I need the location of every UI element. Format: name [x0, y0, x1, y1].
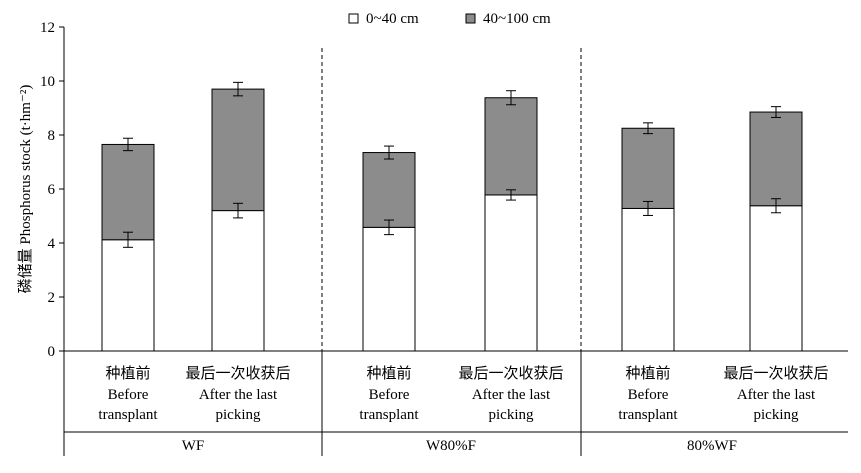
- bar-shallow-1: [211, 210, 265, 352]
- legend-label-1: 40~100 cm: [483, 11, 551, 27]
- bars: [101, 88, 803, 352]
- bar-shallow-5: [749, 205, 803, 352]
- y-tick-label-2: 2: [48, 290, 56, 306]
- bar-deep-0: [101, 143, 155, 241]
- category-label-zh-3: 最后一次收获后: [458, 365, 563, 382]
- category-label-en-3-0: After the last: [472, 387, 551, 403]
- category-label-zh-5: 最后一次收获后: [723, 365, 828, 382]
- y-tick-label-4: 4: [48, 236, 56, 252]
- y-tick-label-0: 0: [48, 344, 56, 360]
- group-dividers: [321, 48, 582, 456]
- group-labels: WF W80%F 80%WF: [182, 438, 737, 454]
- bar-deep-4: [621, 127, 675, 209]
- category-label-en-0-0: Before: [108, 387, 149, 403]
- category-label-zh-4: 种植前: [625, 365, 670, 382]
- category-label-en-5-1: picking: [754, 407, 799, 423]
- bar-deep-2: [362, 152, 416, 228]
- y-axis-label: 磷储量 Phosphorus stock (t·hm⁻²): [17, 85, 34, 294]
- legend-swatch-1: [465, 13, 476, 24]
- category-label-en-4-1: transplant: [618, 407, 678, 423]
- category-label-en-5-0: After the last: [737, 387, 816, 403]
- category-label-en-1-1: picking: [216, 407, 261, 423]
- bar-deep-5: [749, 111, 803, 207]
- category-label-zh-2: 种植前: [366, 365, 411, 382]
- category-label-zh-0: 种植前: [105, 365, 150, 382]
- category-label-en-4-0: Before: [628, 387, 669, 403]
- y-tick-label-10: 10: [40, 74, 55, 90]
- y-tick-label-12: 12: [40, 20, 55, 36]
- legend-label-0: 0~40 cm: [366, 11, 419, 27]
- bar-deep-3: [484, 97, 538, 196]
- group-label-0: WF: [182, 438, 205, 454]
- group-label-2: 80%WF: [687, 438, 737, 454]
- bar-shallow-2: [362, 226, 416, 352]
- legend-swatch-0: [348, 13, 359, 24]
- category-labels: 种植前 Before transplant 最后一次收获后 After the last…: [98, 365, 828, 423]
- axes: 0 2 4 6 8 10 12: [40, 20, 848, 456]
- bar-shallow-0: [101, 239, 155, 352]
- bar-shallow-3: [484, 194, 538, 352]
- category-label-zh-1: 最后一次收获后: [185, 365, 290, 382]
- bar-shallow-4: [621, 207, 675, 352]
- legend: 0~40 cm 40~100 cm: [348, 11, 551, 27]
- bar-deep-1: [211, 88, 265, 212]
- y-tick-label-6: 6: [48, 182, 56, 198]
- category-label-en-2-1: transplant: [359, 407, 419, 423]
- category-label-en-0-1: transplant: [98, 407, 158, 423]
- category-label-en-3-1: picking: [489, 407, 534, 423]
- category-label-en-1-0: After the last: [199, 387, 278, 403]
- error-bars: [123, 81, 781, 248]
- category-label-en-2-0: Before: [369, 387, 410, 403]
- y-tick-label-8: 8: [48, 128, 56, 144]
- group-label-1: W80%F: [426, 438, 476, 454]
